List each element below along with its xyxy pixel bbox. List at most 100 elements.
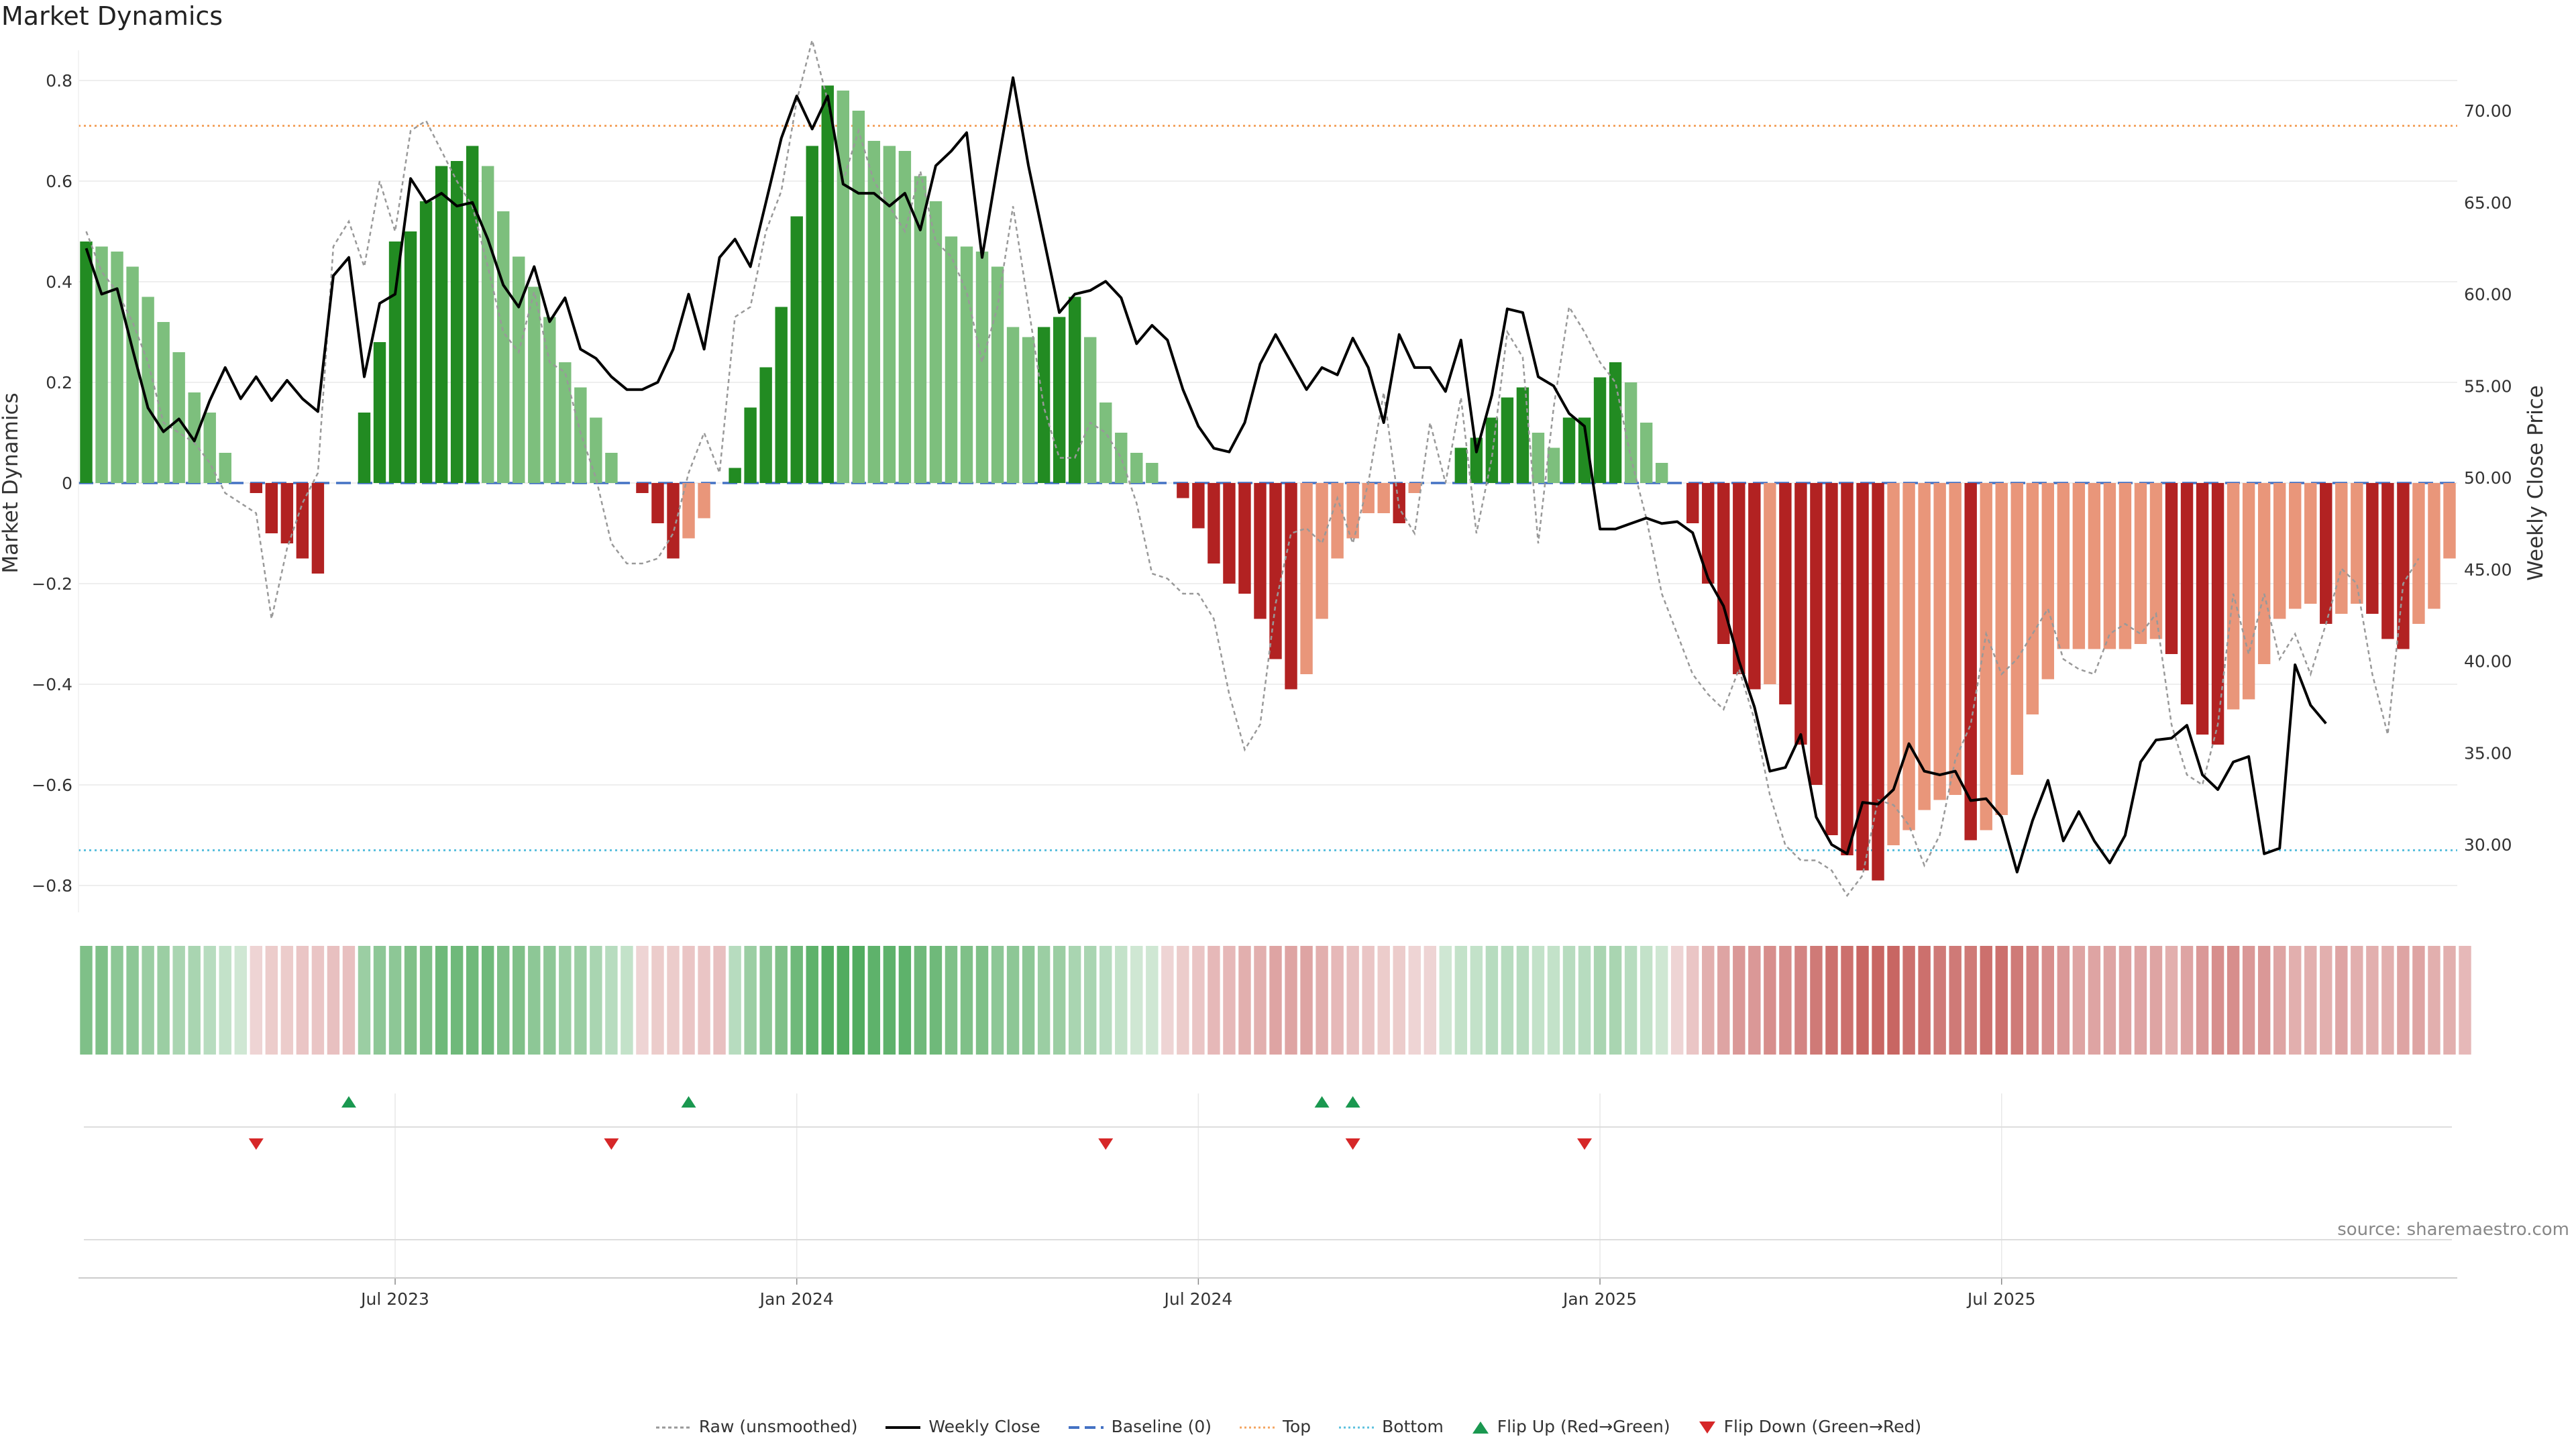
dynamics-bar [698,483,710,519]
dynamics-bar [1902,483,1915,830]
regime-strip-cell [404,946,417,1055]
regime-strip-cell [759,946,772,1055]
dynamics-bar [1640,423,1653,483]
regime-strip-cell [2041,946,2055,1055]
flip-down-icon [1699,1421,1715,1434]
dynamics-bar [1593,377,1607,483]
regime-strip-cell [1192,946,1205,1055]
dynamics-bar [2320,483,2332,624]
dynamics-bar [1254,483,1267,619]
regime-strip-cell [2118,946,2132,1055]
dynamics-bar [2088,483,2101,649]
y-axis-right-title: Weekly Close Price [2524,385,2548,581]
regime-strip-cell [975,946,989,1055]
dynamics-bar [2443,483,2456,559]
dynamics-bar [1393,483,1405,523]
ytick-left-label: −0.4 [32,675,72,694]
dynamics-bar [1764,483,1776,684]
ytick-right-label: 70.00 [2464,101,2512,121]
regime-strip-cell [1254,946,1267,1055]
dynamics-bar [404,231,417,483]
dynamics-bar [1702,483,1715,584]
regime-strip-cell [450,946,464,1055]
regime-strip-cell [713,946,726,1055]
regime-strip-cell [157,946,170,1055]
regime-strip-cell [1964,946,1977,1055]
regime-strip-cell [1810,946,1823,1055]
dynamics-bar [744,407,757,483]
dynamics-bar [126,266,139,483]
regime-strip-cell [1161,946,1174,1055]
regime-strip-cell [1115,946,1128,1055]
regime-strip-cell [1022,946,1035,1055]
regime-strip-cell [2226,946,2240,1055]
dynamics-bar [1177,483,1189,498]
dynamics-bar [2257,483,2271,664]
dynamics-bar [142,297,154,483]
regime-strip-cell [605,946,618,1055]
dynamics-bar [914,176,927,483]
regime-strip-cell [852,946,865,1055]
regime-strip-cell [2289,946,2302,1055]
regime-strip-cell [126,946,139,1055]
regime-strip-cell [2196,946,2209,1055]
dynamics-bar [559,362,572,483]
regime-strip-cell [806,946,818,1055]
dynamics-bar [1532,433,1545,483]
dynamics-bar [1362,483,1375,513]
regime-strip-cell [1578,946,1591,1055]
regime-strip-cell [1037,946,1051,1055]
dynamics-bar [80,241,93,483]
regime-strip-cell [219,946,231,1055]
dynamics-bar [2211,483,2224,745]
regime-strip-cell [2257,946,2271,1055]
regime-strip-cell [898,946,912,1055]
flip-down-marker [1577,1138,1593,1150]
ytick-right-label: 40.00 [2464,652,2512,672]
regime-strip-cell [1269,946,1282,1055]
regime-strip-cell [2149,946,2163,1055]
flip-down-marker [604,1138,619,1150]
dynamics-bar [2057,483,2070,649]
dynamics-bar [2397,483,2410,649]
dynamics-bar [219,453,231,483]
regime-strip-cell [1454,946,1468,1055]
regime-strip-cell [1346,946,1359,1055]
dynamics-bar [1053,317,1066,483]
ytick-right-label: 35.00 [2464,743,2512,763]
dynamics-bar [1316,483,1328,619]
dynamics-bar [311,483,325,574]
regime-strip-cell [1285,946,1297,1055]
dynamics-bar [1454,447,1468,483]
regime-strip-cell [1733,946,1746,1055]
regime-strip-cell [2304,946,2317,1055]
regime-strip-cell [1872,946,1884,1055]
regime-strip-cell [1377,946,1390,1055]
legend-item-baseline: Baseline (0) [1067,1417,1212,1436]
dynamics-bar [1562,417,1576,483]
chart-title: Market Dynamics [1,1,223,31]
regime-strip-cell [1208,946,1220,1055]
regime-strip-cell [945,946,958,1055]
regime-strip-cell [590,946,602,1055]
regime-strip-cell [250,946,263,1055]
regime-strip-cell [2366,946,2379,1055]
dynamics-bar [1068,297,1081,483]
regime-strip-cell [466,946,479,1055]
dynamics-bar [296,483,309,559]
weekly-close-series [85,76,2327,873]
legend-item-bottom: Bottom [1338,1417,1444,1436]
regime-strip-cell [2397,946,2410,1055]
regime-strip-cell [2443,946,2456,1055]
regime-strip-cell [698,946,710,1055]
regime-strip-cell [1748,946,1761,1055]
xtick-label: Jan 2025 [1562,1289,1637,1309]
dynamics-bar [1810,483,1823,785]
legend-baseline-swatch [1068,1426,1104,1429]
legend-item-flip-down: Flip Down (Green→Red) [1697,1417,1921,1436]
ytick-left-label: −0.6 [32,775,72,795]
regime-strip-cell [2103,946,2116,1055]
regime-strip-cell [1655,946,1668,1055]
legend: Raw (unsmoothed) Weekly Close Baseline (… [0,1415,2576,1436]
regime-strip-cell [1006,946,1020,1055]
